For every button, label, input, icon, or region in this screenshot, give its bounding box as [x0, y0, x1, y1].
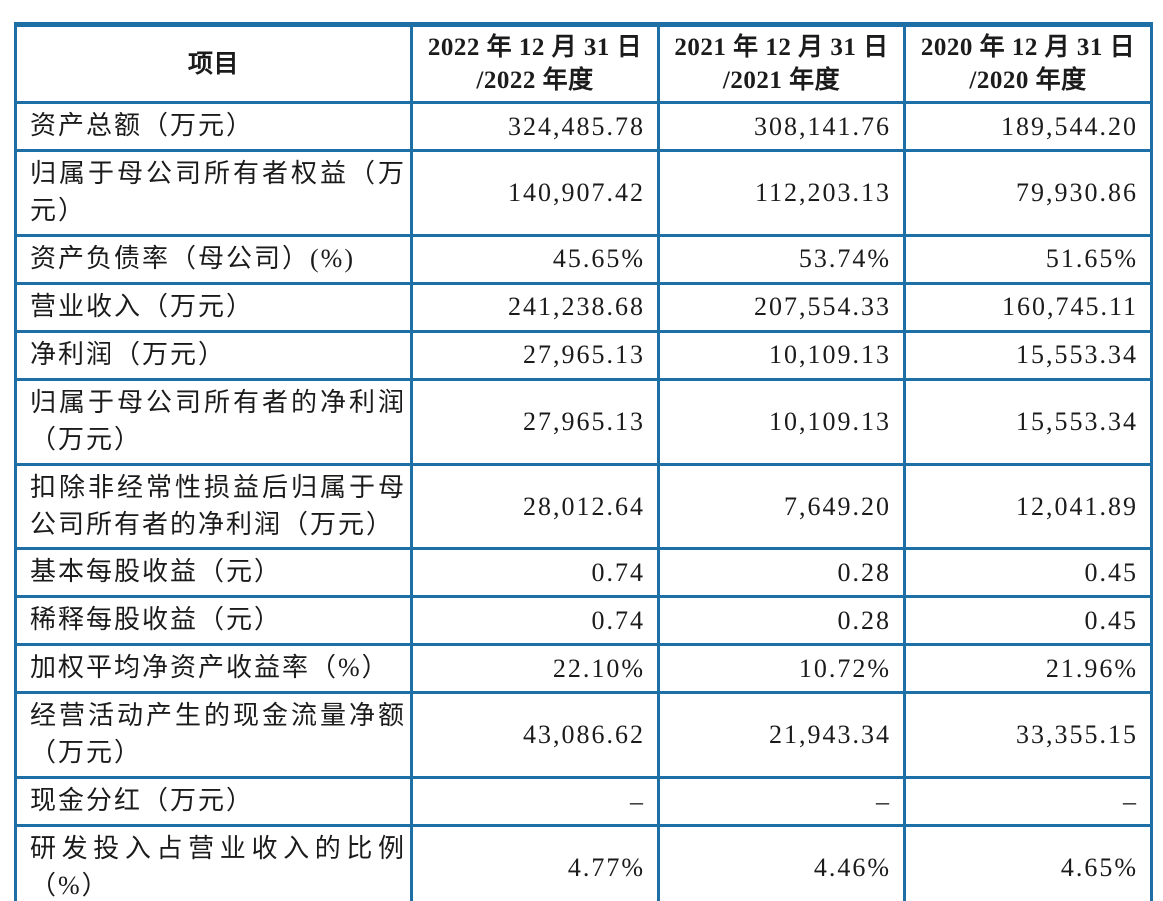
table-row-weighted-roe: 加权平均净资产收益率（%） 22.10% 10.72% 21.96% [14, 643, 1153, 695]
value-2022: – [410, 776, 660, 828]
row-label: 归属于母公司所有者的净利润（万元） [14, 377, 413, 466]
table-header-row: 项目 2022 年 12 月 31 日 /2022 年度 2021 年 12 月… [14, 22, 1153, 104]
table-row-deducted-net-profit: 扣除非经常性损益后归属于母公司所有者的净利润（万元） 28,012.64 7,6… [14, 462, 1153, 551]
value-2022: 140,907.42 [410, 149, 660, 237]
table-row-basic-eps: 基本每股收益（元） 0.74 0.28 0.45 [14, 547, 1153, 599]
financial-summary-table: 项目 2022 年 12 月 31 日 /2022 年度 2021 年 12 月… [14, 22, 1153, 901]
value-2022: 27,965.13 [410, 329, 660, 381]
value-2020: 0.45 [903, 595, 1153, 647]
row-label: 经营活动产生的现金流量净额（万元） [14, 691, 413, 780]
value-2020: 15,553.34 [903, 329, 1153, 381]
value-2020: 12,041.89 [903, 462, 1153, 551]
value-2021: 207,554.33 [657, 281, 906, 333]
row-label: 稀释每股收益（元） [14, 595, 413, 647]
value-2021: 7,649.20 [657, 462, 906, 551]
value-2022: 241,238.68 [410, 281, 660, 333]
row-label: 加权平均净资产收益率（%） [14, 643, 413, 695]
table-row-parent-equity: 归属于母公司所有者权益（万元） 140,907.42 112,203.13 79… [14, 149, 1153, 237]
value-2020: 4.65% [903, 824, 1153, 901]
value-2021: 21,943.34 [657, 691, 906, 780]
value-2020: – [903, 776, 1153, 828]
value-2021: 10,109.13 [657, 329, 906, 381]
value-2022: 0.74 [410, 595, 660, 647]
table-row-net-profit: 净利润（万元） 27,965.13 10,109.13 15,553.34 [14, 329, 1153, 381]
table-row-parent-net-profit: 归属于母公司所有者的净利润（万元） 27,965.13 10,109.13 15… [14, 377, 1153, 466]
row-label: 资产负债率（母公司）(%) [14, 233, 413, 285]
table-row-revenue: 营业收入（万元） 241,238.68 207,554.33 160,745.1… [14, 281, 1153, 333]
value-2021: 0.28 [657, 595, 906, 647]
table-row-total-assets: 资产总额（万元） 324,485.78 308,141.76 189,544.2… [14, 101, 1153, 152]
row-label: 研发投入占营业收入的比例（%） [14, 824, 413, 901]
row-label: 基本每股收益（元） [14, 547, 413, 599]
table-row-debt-ratio: 资产负债率（母公司）(%) 45.65% 53.74% 51.65% [14, 233, 1153, 285]
value-2020: 33,355.15 [903, 691, 1153, 780]
value-2021: 0.28 [657, 547, 906, 599]
row-label: 现金分红（万元） [14, 776, 413, 828]
header-2020: 2020 年 12 月 31 日 /2020 年度 [903, 22, 1153, 104]
value-2021: – [657, 776, 906, 828]
table-row-diluted-eps: 稀释每股收益（元） 0.74 0.28 0.45 [14, 595, 1153, 647]
value-2020: 21.96% [903, 643, 1153, 695]
value-2022: 45.65% [410, 233, 660, 285]
table-row-cash-dividend: 现金分红（万元） – – – [14, 776, 1153, 828]
value-2020: 51.65% [903, 233, 1153, 285]
value-2022: 27,965.13 [410, 377, 660, 466]
value-2020: 0.45 [903, 547, 1153, 599]
value-2021: 4.46% [657, 824, 906, 901]
value-2021: 53.74% [657, 233, 906, 285]
row-label: 归属于母公司所有者权益（万元） [14, 149, 413, 237]
table-row-rd-ratio: 研发投入占营业收入的比例（%） 4.77% 4.46% 4.65% [14, 824, 1153, 901]
value-2020: 189,544.20 [903, 101, 1153, 152]
row-label: 净利润（万元） [14, 329, 413, 381]
row-label: 资产总额（万元） [14, 101, 413, 152]
value-2021: 112,203.13 [657, 149, 906, 237]
header-2021: 2021 年 12 月 31 日 /2021 年度 [657, 22, 906, 104]
value-2021: 10.72% [657, 643, 906, 695]
value-2021: 308,141.76 [657, 101, 906, 152]
value-2022: 28,012.64 [410, 462, 660, 551]
value-2022: 4.77% [410, 824, 660, 901]
header-item: 项目 [14, 22, 413, 104]
row-label: 营业收入（万元） [14, 281, 413, 333]
table-row-operating-cash-flow: 经营活动产生的现金流量净额（万元） 43,086.62 21,943.34 33… [14, 691, 1153, 780]
value-2020: 15,553.34 [903, 377, 1153, 466]
value-2022: 0.74 [410, 547, 660, 599]
value-2020: 160,745.11 [903, 281, 1153, 333]
row-label: 扣除非经常性损益后归属于母公司所有者的净利润（万元） [14, 462, 413, 551]
value-2022: 43,086.62 [410, 691, 660, 780]
value-2021: 10,109.13 [657, 377, 906, 466]
value-2020: 79,930.86 [903, 149, 1153, 237]
header-2022: 2022 年 12 月 31 日 /2022 年度 [410, 22, 660, 104]
value-2022: 324,485.78 [410, 101, 660, 152]
value-2022: 22.10% [410, 643, 660, 695]
